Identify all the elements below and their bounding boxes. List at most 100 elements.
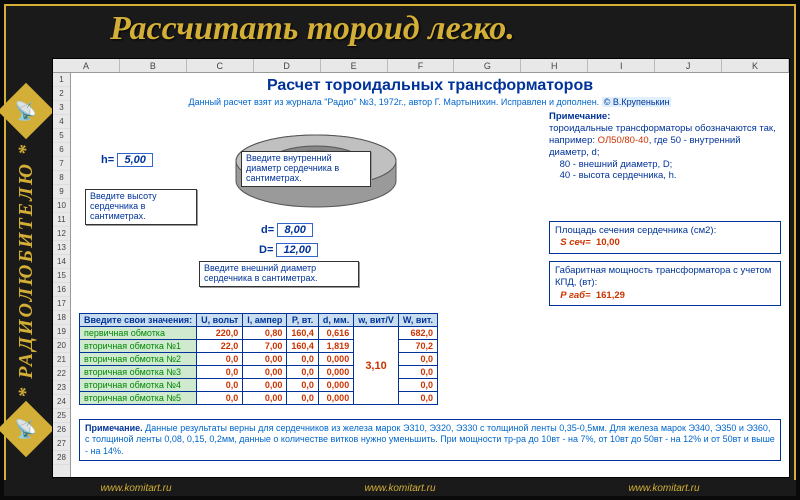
footnote-box: Примечание. Данные результаты верны для … [79,419,781,461]
table-cell: 0,0 [398,392,437,405]
table-cell[interactable]: 0,616 [318,327,353,340]
col-header: K [722,59,789,72]
input-h[interactable]: 5,00 [117,153,153,167]
row-num: 9 [53,185,70,199]
footnote-text: Данные результаты верны для сердечников … [85,423,775,456]
table-cell: вторичная обмотка №5 [80,392,197,405]
row-num: 19 [53,325,70,339]
table-cell[interactable]: 160,4 [287,340,319,353]
table-cell[interactable]: 0,00 [243,353,287,366]
row-num: 16 [53,283,70,297]
table-cell[interactable]: 1,819 [318,340,353,353]
row-num: 21 [53,353,70,367]
notes-heading: Примечание: [549,111,610,122]
table-cell[interactable]: 0,00 [243,366,287,379]
table-cell[interactable]: 0,80 [243,327,287,340]
row-num: 6 [53,143,70,157]
footer-bar: www.komitart.ru www.komitart.ru www.komi… [4,480,796,496]
footer-link[interactable]: www.komitart.ru [100,483,171,494]
table-cell[interactable]: 22,0 [197,340,243,353]
col-header: H [521,59,588,72]
table-cell[interactable]: 220,0 [197,327,243,340]
table-header: Введите свои значения: [80,314,197,327]
row-num: 22 [53,367,70,381]
footer-link[interactable]: www.komitart.ru [628,483,699,494]
table-cell: первичная обмотка [80,327,197,340]
row-num: 14 [53,255,70,269]
row-num: 7 [53,157,70,171]
calc-title: Расчет тороидальных трансформаторов [77,77,783,95]
input-d[interactable]: 8,00 [277,223,313,237]
table-cell[interactable]: 0,00 [243,392,287,405]
result-power-value: 161,29 [596,290,625,301]
table-cell[interactable]: 0,000 [318,353,353,366]
input-D[interactable]: 12,00 [276,243,318,257]
row-num: 24 [53,395,70,409]
table-header: I, ампер [243,314,287,327]
table-cell: вторичная обмотка №4 [80,379,197,392]
dim-D-label: D= 12,00 [259,243,318,257]
table-header: U, вольт [197,314,243,327]
notes-example: ОЛ50/80-40 [598,135,649,146]
table-cell[interactable]: 0,0 [197,366,243,379]
footnote-label: Примечание. [85,423,143,433]
row-num: 17 [53,297,70,311]
row-num: 11 [53,213,70,227]
calc-author: © В.Крупенькин [602,97,672,107]
table-header: d, мм. [318,314,353,327]
dim-d-label: d= 8,00 [261,223,313,237]
row-num: 15 [53,269,70,283]
row-num: 2 [53,87,70,101]
table-cell[interactable]: 0,0 [197,353,243,366]
row-numbers: 1234567891011121314151617181920212223242… [53,73,71,477]
callout-d: Введите внутренний диаметр сердечника в … [241,151,371,187]
calc-subtitle: Данный расчет взят из журнала "Радио" №3… [77,97,783,107]
table-cell: 70,2 [398,340,437,353]
row-num: 20 [53,339,70,353]
row-num: 13 [53,241,70,255]
col-header: A [53,59,120,72]
calc-subtitle-text: Данный расчет взят из журнала "Радио" №3… [189,97,600,107]
table-cell[interactable]: 0,00 [243,379,287,392]
table-cell[interactable]: 0,0 [287,379,319,392]
col-header: C [187,59,254,72]
row-num: 3 [53,101,70,115]
table-header: w, вит/V [354,314,399,327]
table-row: первичная обмотка220,00,80160,40,6163,10… [80,327,438,340]
row-num: 23 [53,381,70,395]
table-cell[interactable]: 0,0 [287,353,319,366]
row-num: 8 [53,171,70,185]
col-header: F [388,59,455,72]
table-cell[interactable]: 0,000 [318,366,353,379]
dim-h-label: h= 5,00 [101,153,153,167]
table-cell: 0,0 [398,353,437,366]
table-cell[interactable]: 160,4 [287,327,319,340]
left-sidebar: 📡 * РАДИОЛЮБИТЕЛЮ * 📡 [6,60,46,480]
table-cell[interactable]: 0,0 [287,366,319,379]
col-header: B [120,59,187,72]
table-header-row: Введите свои значения:U, вольтI, амперP,… [80,314,438,327]
table-cell[interactable]: 0,0 [287,392,319,405]
table-cell[interactable]: 0,0 [197,392,243,405]
table-cell[interactable]: 0,000 [318,379,353,392]
sheet-content: Расчет тороидальных трансформаторов Данн… [71,73,789,477]
footer-link[interactable]: www.komitart.ru [364,483,435,494]
row-num: 27 [53,437,70,451]
col-header: I [588,59,655,72]
table-cell: вторичная обмотка №2 [80,353,197,366]
table-cell: 682,0 [398,327,437,340]
row-num: 28 [53,451,70,465]
row-num: 1 [53,73,70,87]
table-cell[interactable]: 7,00 [243,340,287,353]
result-area: Площадь сечения сердечника (см2): S сеч=… [549,221,781,254]
sidebar-vertical-text: * РАДИОЛЮБИТЕЛЮ * [15,143,38,398]
callout-h: Введите высоту сердечника в сантиметрах. [85,189,197,225]
table-header: P, вт. [287,314,319,327]
row-num: 4 [53,115,70,129]
table-cell[interactable]: 0,0 [197,379,243,392]
row-num: 5 [53,129,70,143]
page-title: Рассчитать тороид легко. [110,10,790,48]
toroid-diagram: h= 5,00 Введите высоту сердечника в сант… [81,111,501,281]
table-cell[interactable]: 0,000 [318,392,353,405]
winding-table: Введите свои значения:U, вольтI, амперP,… [79,313,438,405]
